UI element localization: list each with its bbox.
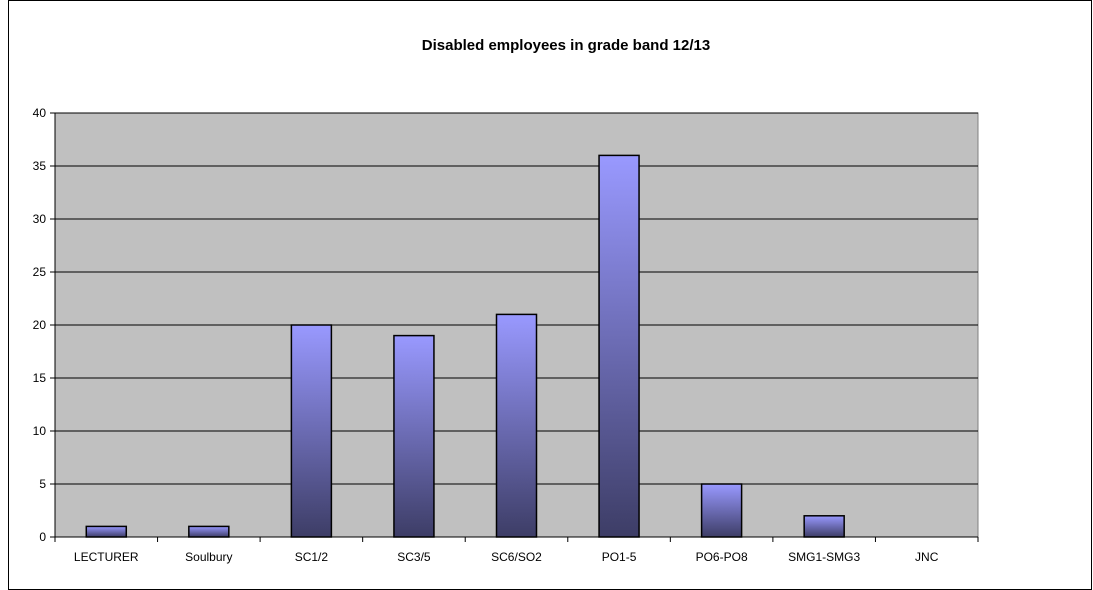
y-tick-label: 20: [33, 318, 47, 332]
x-tick-label: SMG1-SMG3: [788, 550, 860, 564]
y-tick-label: 10: [33, 424, 47, 438]
x-tick-label: JNC: [915, 550, 939, 564]
y-tick-label: 5: [39, 477, 46, 491]
bar: [188, 525, 230, 538]
bar: [598, 154, 640, 538]
bar: [290, 324, 333, 538]
x-tick-label: Soulbury: [185, 550, 232, 564]
x-tick-label: SC3/5: [397, 550, 431, 564]
chart-title: Disabled employees in grade band 12/13: [422, 37, 710, 54]
y-tick-label: 30: [33, 212, 47, 226]
bar: [85, 525, 128, 538]
x-tick-label: PO1-5: [602, 550, 637, 564]
y-tick-label: 40: [33, 106, 47, 120]
bar: [495, 313, 538, 538]
x-tick-label: LECTURER: [74, 550, 139, 564]
y-tick-label: 25: [33, 265, 47, 279]
y-tick-label: 35: [33, 159, 47, 173]
bar: [803, 515, 845, 538]
bar: [700, 483, 743, 538]
y-tick-label: 15: [33, 371, 47, 385]
y-tick-label: 0: [39, 530, 46, 544]
x-tick-label: SC6/SO2: [491, 550, 542, 564]
x-tick-label: PO6-PO8: [696, 550, 748, 564]
bar: [393, 334, 435, 538]
x-tick-label: SC1/2: [295, 550, 329, 564]
